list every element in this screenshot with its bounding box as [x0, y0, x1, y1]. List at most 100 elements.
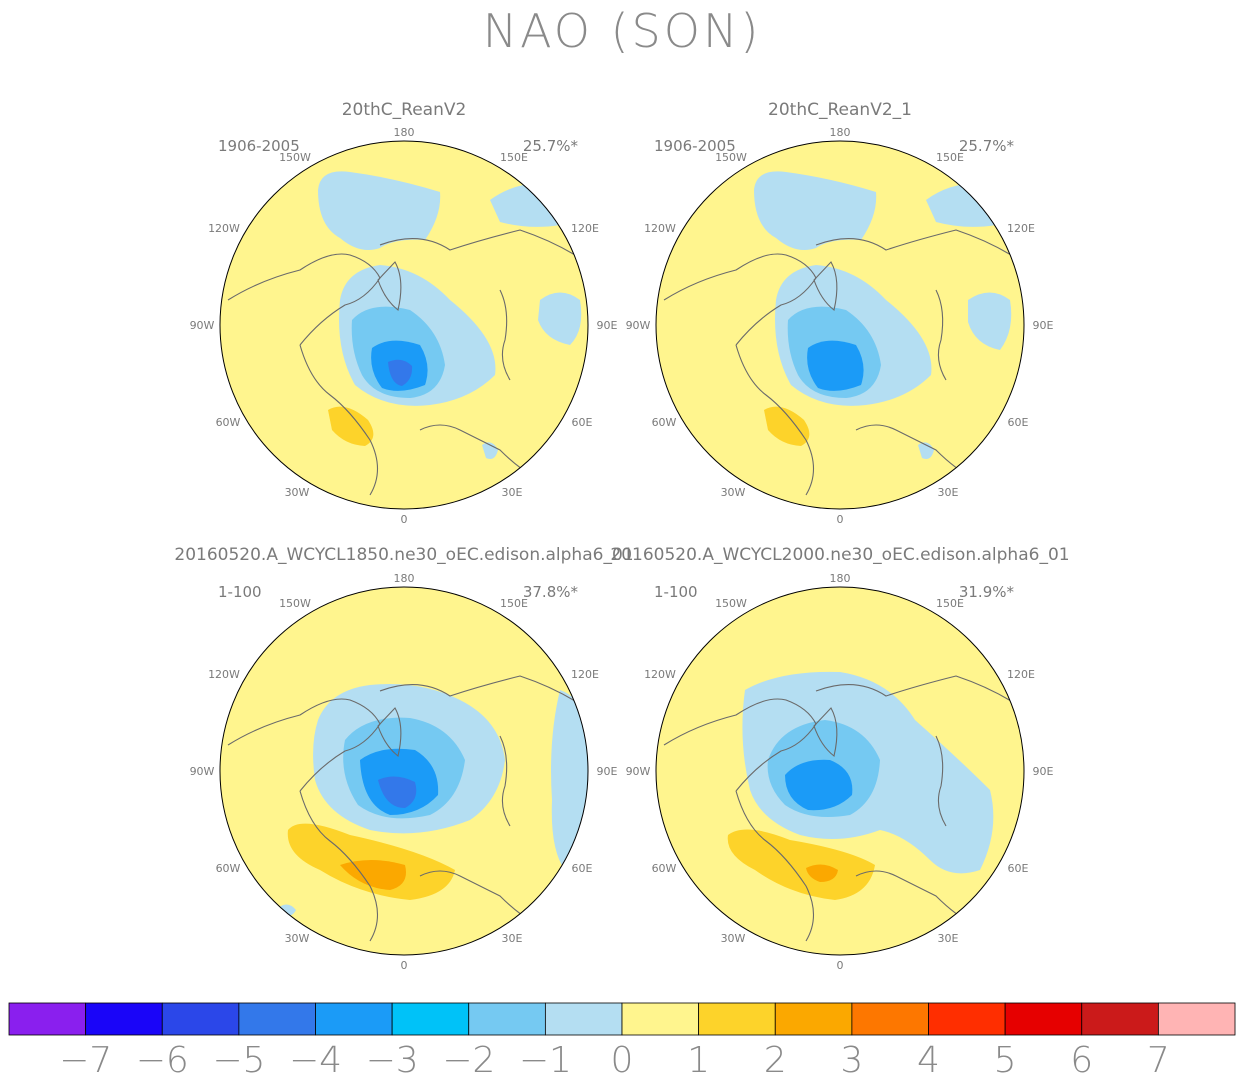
panel-period: 1-100	[218, 583, 262, 601]
lon-label: 120E	[571, 668, 599, 681]
panel-period: 1906-2005	[218, 137, 300, 155]
longitude-labels: 180 150E 120E 90E 60E 30E 0 30W 60W 90W …	[190, 572, 618, 972]
lon-label: 120E	[1007, 668, 1035, 681]
lon-label: 0	[837, 513, 844, 526]
lon-label: 150E	[936, 151, 964, 164]
longitude-labels: 180 150E 120E 90E 60E 30E 0 30W 60W 90W …	[626, 126, 1054, 526]
lon-label: 150E	[936, 597, 964, 610]
lon-label: 60W	[652, 862, 677, 875]
coastlines	[663, 229, 1012, 496]
panel-period: 1-100	[654, 583, 698, 601]
colorbar-tick-label: 4	[917, 1040, 940, 1081]
colorbar-tick-label: −6	[136, 1040, 189, 1081]
lon-label: 0	[401, 513, 408, 526]
lon-label: 180	[830, 126, 851, 139]
colorbar-tick-label: −7	[59, 1040, 112, 1081]
lon-label: 60W	[652, 416, 677, 429]
colorbar-swatch	[1157, 1002, 1236, 1036]
map-panel-1: 20thC_ReanV2 1906-2005 25.7%*	[190, 100, 618, 526]
panel-title: 20thC_ReanV2	[342, 100, 467, 120]
map-boundary	[219, 586, 589, 956]
lon-label: 90E	[597, 319, 618, 332]
colorbar-swatch	[621, 1002, 700, 1036]
lon-label: 150W	[715, 151, 747, 164]
colorbar-tick-label: −5	[212, 1040, 265, 1081]
contour-neg3	[807, 340, 864, 391]
lon-label: 60E	[1008, 416, 1029, 429]
lon-label: 150E	[500, 151, 528, 164]
contour-pos1	[727, 829, 875, 900]
lon-label: 60E	[572, 416, 593, 429]
lon-label: 90E	[1033, 319, 1054, 332]
colorbar-tick-label: −2	[442, 1040, 495, 1081]
colorbar-swatch	[468, 1002, 546, 1036]
panel-title: 20160520.A_WCYCL2000.ne30_oEC.edison.alp…	[610, 545, 1069, 565]
panel-variance: 25.7%*	[959, 137, 1015, 155]
lon-label: 120W	[208, 668, 240, 681]
contour-pos1	[328, 406, 374, 446]
colorbar-tick-label: 6	[1070, 1040, 1093, 1081]
colorbar-tick-label: 2	[764, 1040, 787, 1081]
contour-neg4	[388, 359, 413, 386]
contour-neg4	[378, 776, 417, 808]
lon-label: 120W	[644, 222, 676, 235]
map-boundary	[655, 586, 1025, 956]
lon-label: 150W	[715, 597, 747, 610]
colorbar-swatch	[851, 1002, 929, 1036]
colorbar-swatch	[391, 1002, 470, 1036]
colorbar-tick-label: 0	[611, 1040, 634, 1081]
contour-neg3	[785, 759, 853, 811]
longitude-labels: 180 150E 120E 90E 60E 30E 0 30W 60W 90W …	[626, 572, 1054, 972]
colorbar-swatch	[1081, 1002, 1159, 1036]
lon-label: 120E	[1007, 222, 1035, 235]
colorbar-swatch	[8, 1002, 87, 1036]
longitude-labels: 180 150E 120E 90E 60E 30E 0 30W 60W 90W …	[190, 126, 618, 526]
lon-label: 180	[394, 126, 415, 139]
lon-label: 30E	[938, 486, 959, 499]
colorbar-tick-label: −3	[366, 1040, 419, 1081]
lon-label: 60W	[216, 416, 241, 429]
map-panel-4: 20160520.A_WCYCL2000.ne30_oEC.edison.alp…	[610, 545, 1069, 972]
lon-label: 120W	[644, 668, 676, 681]
colorbar-tick-label: 7	[1147, 1040, 1170, 1081]
lon-label: 90W	[190, 319, 215, 332]
panel-variance: 31.9%*	[959, 583, 1015, 601]
contour-neg1	[318, 171, 441, 251]
contour-pos2	[806, 864, 838, 882]
lon-label: 90E	[1033, 765, 1054, 778]
panel-title: 20thC_ReanV2_1	[768, 100, 912, 120]
map-boundary	[219, 140, 589, 510]
colorbar-swatch	[544, 1002, 623, 1036]
colorbar-swatch	[774, 1002, 853, 1036]
panel-variance: 25.7%*	[523, 137, 579, 155]
lon-label: 30W	[721, 932, 746, 945]
colorbar-swatch	[698, 1002, 776, 1036]
colorbar-tick-label: 1	[687, 1040, 710, 1081]
colorbar-swatch	[928, 1002, 1006, 1036]
colorbar-tick-label: 3	[840, 1040, 863, 1081]
figure-title: NAO (SON)	[482, 4, 762, 58]
panel-title: 20160520.A_WCYCL1850.ne30_oEC.edison.alp…	[174, 545, 633, 565]
lon-label: 150W	[279, 151, 311, 164]
lon-label: 60E	[1008, 862, 1029, 875]
map-panel-2: 20thC_ReanV2_1 1906-2005 25.7%* 180	[626, 100, 1054, 526]
lon-label: 30E	[502, 486, 523, 499]
contour-neg1	[754, 171, 877, 251]
map-panel-3: 20160520.A_WCYCL1850.ne30_oEC.edison.alp…	[174, 545, 633, 972]
contour-pos1	[764, 406, 810, 446]
contour-neg1	[968, 292, 1012, 350]
colorbar-swatch	[238, 1002, 316, 1036]
colorbar-swatch	[1004, 1002, 1083, 1036]
lon-label: 30W	[285, 486, 310, 499]
lon-label: 60E	[572, 862, 593, 875]
lon-label: 90W	[626, 765, 651, 778]
colorbar-swatch	[161, 1002, 240, 1036]
lon-label: 90W	[190, 765, 215, 778]
colorbar: −7 −6 −5 −4 −3 −2 −1 0 1 2 3 4 5 6 7	[8, 1002, 1236, 1081]
lon-label: 0	[837, 959, 844, 972]
lon-label: 90E	[597, 765, 618, 778]
coastlines	[227, 229, 576, 496]
lon-label: 30W	[285, 932, 310, 945]
colorbar-swatch	[85, 1002, 163, 1036]
